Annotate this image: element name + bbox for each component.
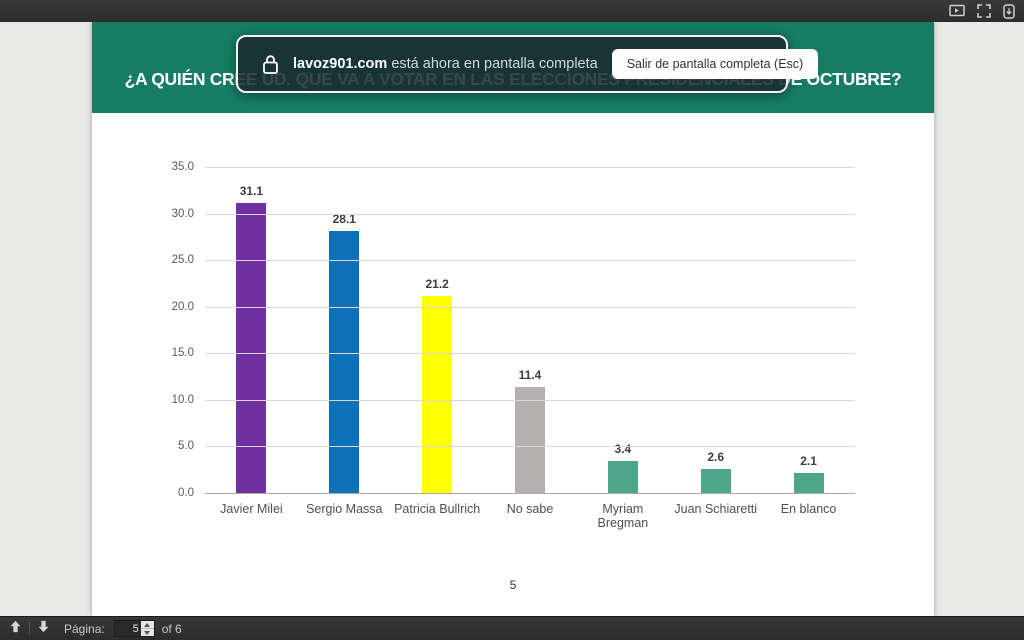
bar-column: 21.2 — [391, 167, 484, 493]
fullscreen-notice-domain: lavoz901.com — [293, 56, 388, 72]
gridline — [205, 353, 855, 355]
fullscreen-exit-icon[interactable] — [977, 4, 991, 18]
bar — [329, 231, 360, 493]
bar-column: 28.1 — [298, 167, 391, 493]
spinner-down-icon[interactable] — [140, 628, 154, 636]
bar-column: 2.1 — [762, 167, 855, 493]
gridline — [205, 399, 855, 401]
bar-value-label: 2.6 — [707, 449, 725, 464]
x-axis-category-label: Javier Milei — [220, 502, 283, 516]
bar-value-label: 28.1 — [332, 212, 356, 227]
statusbar-separator — [29, 622, 30, 635]
slide-page: ¿A QUIÉN CREE UD. QUE VA A VOTAR EN LAS … — [92, 22, 934, 616]
y-axis-tick-label: 10.0 — [171, 393, 194, 406]
y-axis-tick-label: 5.0 — [178, 440, 194, 453]
x-axis-labels: Javier Milei Sergio Massa Patricia Bullric… — [205, 502, 855, 530]
bar — [422, 295, 453, 493]
page-total-label: of 6 — [161, 621, 182, 636]
y-axis-tick-label: 0.0 — [178, 487, 194, 499]
scroll-mode-icon[interactable] — [1003, 3, 1015, 19]
statusbar: Página: of 6 — [0, 616, 1024, 640]
y-axis-tick-label: 30.0 — [171, 207, 194, 220]
up-arrow-icon[interactable] — [9, 620, 22, 638]
y-axis-tick-label: 25.0 — [171, 254, 194, 267]
fullscreen-notice-text: lavoz901.com está ahora en pantalla comp… — [293, 56, 598, 72]
gridline — [205, 167, 855, 168]
bar — [793, 473, 824, 493]
bar-column: 2.6 — [669, 167, 762, 493]
gridline — [205, 260, 855, 262]
window-titlebar — [0, 0, 1024, 22]
y-axis-tick-label: 15.0 — [171, 347, 194, 360]
gridline — [205, 213, 855, 215]
x-axis-category-label: En blanco — [780, 502, 837, 516]
bar-value-label: 11.4 — [518, 367, 542, 382]
bar-column: 3.4 — [576, 167, 669, 493]
page-number-input[interactable] — [114, 621, 141, 636]
fullscreen-notice: lavoz901.com está ahora en pantalla comp… — [236, 35, 819, 93]
presentation-mode-icon[interactable] — [949, 4, 965, 18]
bar-value-label: 31.1 — [239, 184, 264, 199]
exit-fullscreen-button[interactable]: Salir de pantalla completa (Esc) — [611, 49, 819, 79]
gridline — [205, 306, 855, 308]
y-axis-tick-label: 20.0 — [171, 300, 194, 313]
lock-icon — [262, 54, 279, 75]
fullscreen-notice-message: está ahora en pantalla completa — [387, 56, 598, 72]
x-axis-category-label: No sabe — [506, 502, 554, 516]
page-number-field — [113, 620, 155, 637]
bar-column: 11.4 — [484, 167, 577, 493]
x-axis-category-label: Myriam Bregman — [597, 502, 649, 530]
spinner-up-icon[interactable] — [141, 621, 154, 628]
down-arrow-icon[interactable] — [37, 620, 50, 638]
x-axis-category-label: Patricia Bullrich — [394, 502, 481, 516]
bar-value-label: 2.1 — [800, 454, 817, 469]
bars-row: 31.1 28.1 21.2 11.4 3.4 2.6 2.1 — [205, 167, 855, 493]
bar-value-label: 3.4 — [614, 442, 632, 457]
x-axis-category-label: Juan Schiaretti — [674, 502, 758, 516]
page-label: Página: — [64, 621, 105, 636]
gridline — [205, 446, 855, 448]
bar-value-label: 21.2 — [425, 276, 449, 291]
plot-area: 31.1 28.1 21.2 11.4 3.4 2.6 2.1 35.0 30.0 25.0 20… — [172, 161, 855, 499]
bar — [236, 203, 267, 493]
x-axis-category-label: Sergio Massa — [306, 502, 383, 516]
slide-page-number: 5 — [509, 578, 517, 592]
document-viewport: ¿A QUIÉN CREE UD. QUE VA A VOTAR EN LAS … — [0, 22, 1024, 616]
bar — [515, 386, 545, 493]
page-spinner — [140, 621, 154, 636]
y-axis-tick-label: 35.0 — [171, 161, 194, 173]
bar — [607, 461, 638, 493]
bar-column: 31.1 — [205, 167, 298, 493]
bar — [700, 468, 731, 493]
